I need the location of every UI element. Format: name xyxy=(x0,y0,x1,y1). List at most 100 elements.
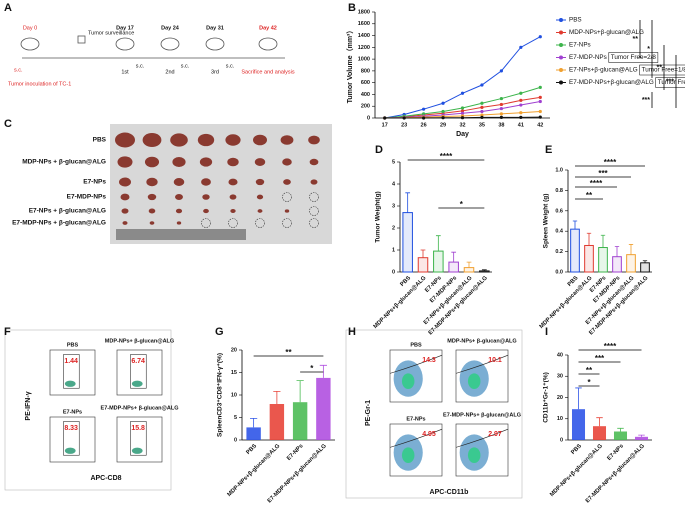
dose: 3rd xyxy=(211,69,219,75)
significance: *** xyxy=(666,78,674,85)
significance: * xyxy=(647,46,650,53)
plot-label: E7-NPs xyxy=(406,416,425,422)
point xyxy=(460,116,465,120)
note: Tumor surveillance xyxy=(88,30,134,36)
bar xyxy=(613,431,628,440)
bar xyxy=(640,262,650,273)
day-label: Day 31 xyxy=(206,25,224,31)
point xyxy=(460,91,465,95)
flow-frame xyxy=(345,329,523,499)
tumor xyxy=(149,221,155,225)
point xyxy=(499,69,503,73)
significance: **** xyxy=(604,342,617,351)
tumor xyxy=(115,132,135,148)
y-tick-label: 800 xyxy=(361,68,370,74)
error-bar xyxy=(250,418,258,428)
y-tick-label: 0 xyxy=(367,115,370,121)
y-tick-label: 1600 xyxy=(358,21,370,27)
tumor xyxy=(148,208,156,214)
y-tick-label: 0 xyxy=(234,437,237,443)
tumor xyxy=(202,194,210,200)
tumor xyxy=(230,209,236,213)
route: s.c. xyxy=(14,67,23,73)
point xyxy=(441,109,445,114)
x-tick-label: 38 xyxy=(498,122,504,128)
y-axis-label: Spleen Weight (g) xyxy=(543,194,550,249)
group-label: PBS xyxy=(93,137,107,144)
annotation: Tumor Free=2/8 xyxy=(611,54,657,61)
tumor xyxy=(253,134,267,146)
flow-plot xyxy=(49,349,96,396)
error-bar xyxy=(420,249,426,258)
tumor xyxy=(120,193,130,201)
significance: ** xyxy=(633,36,639,43)
point xyxy=(499,102,503,107)
tumor xyxy=(147,193,157,201)
error-bar xyxy=(642,260,648,263)
flow-plot xyxy=(49,416,96,463)
y-tick-label: 1.0 xyxy=(555,167,563,173)
bar xyxy=(463,267,475,273)
tumor xyxy=(175,208,183,214)
y-tick-label: 600 xyxy=(361,80,370,86)
point xyxy=(422,116,426,120)
flow-frame xyxy=(4,329,172,491)
tumor xyxy=(227,157,239,167)
route: s.c. xyxy=(136,63,145,69)
dose: 2nd xyxy=(165,69,174,75)
tumor xyxy=(256,194,264,200)
point xyxy=(460,109,465,113)
tumor xyxy=(121,208,129,214)
gate xyxy=(455,428,509,448)
significance: * xyxy=(587,378,591,387)
gate-value: 14.3 xyxy=(422,357,436,364)
group-label: MDP-NPs + β-glucan@ALG xyxy=(22,159,106,166)
gate xyxy=(63,354,80,389)
annotation-box xyxy=(655,77,685,88)
group-label: E7-NPs xyxy=(83,179,106,186)
bar xyxy=(634,436,649,440)
gate-value: 2.97 xyxy=(488,431,502,438)
tumor xyxy=(283,179,291,185)
y-tick-label: 20 xyxy=(231,347,237,353)
tumor xyxy=(142,132,162,148)
panel-label: D xyxy=(375,144,383,156)
panel-label: G xyxy=(215,326,224,338)
significance: ** xyxy=(586,366,593,375)
point xyxy=(480,101,484,105)
point xyxy=(383,116,387,120)
tumor xyxy=(201,178,211,186)
y-tick-label: 4 xyxy=(392,181,396,187)
tumor xyxy=(175,194,183,200)
error-bar xyxy=(628,244,634,255)
y-axis-label: CD11b⁺Gr-1⁺(%) xyxy=(543,372,550,423)
x-tick-label: 35 xyxy=(479,122,485,128)
significance: *** xyxy=(595,354,605,363)
bar xyxy=(433,250,444,273)
point xyxy=(402,116,406,120)
error-bar xyxy=(638,434,645,437)
panel-label: C xyxy=(4,118,12,130)
x-tick-label: E7-NPs xyxy=(606,443,625,462)
point xyxy=(519,45,523,49)
day-label: Day 17 xyxy=(116,25,134,31)
group-label: E7-NPs + β-glucan@ALG xyxy=(29,208,106,215)
legend-marker xyxy=(559,68,563,72)
significance: * xyxy=(310,364,314,373)
plot-label: MDP-NPs+ β-glucan@ALG xyxy=(447,338,516,344)
plot-label: MDP-NPs+ β-glucan@ALG xyxy=(105,338,174,344)
x-tick-label: 17 xyxy=(382,122,388,128)
dose: 1st xyxy=(121,69,129,75)
gate xyxy=(389,428,443,448)
x-tick-label: 29 xyxy=(440,122,446,128)
gate-value: 8.33 xyxy=(64,425,78,432)
y-tick-label: 3 xyxy=(392,203,395,209)
bar xyxy=(570,228,580,273)
point xyxy=(422,112,426,116)
bar xyxy=(612,256,622,273)
y-tick-label: 0 xyxy=(560,437,563,443)
point xyxy=(538,99,542,104)
day-label: Day 42 xyxy=(259,25,277,31)
x-axis-label: Day xyxy=(456,131,469,138)
